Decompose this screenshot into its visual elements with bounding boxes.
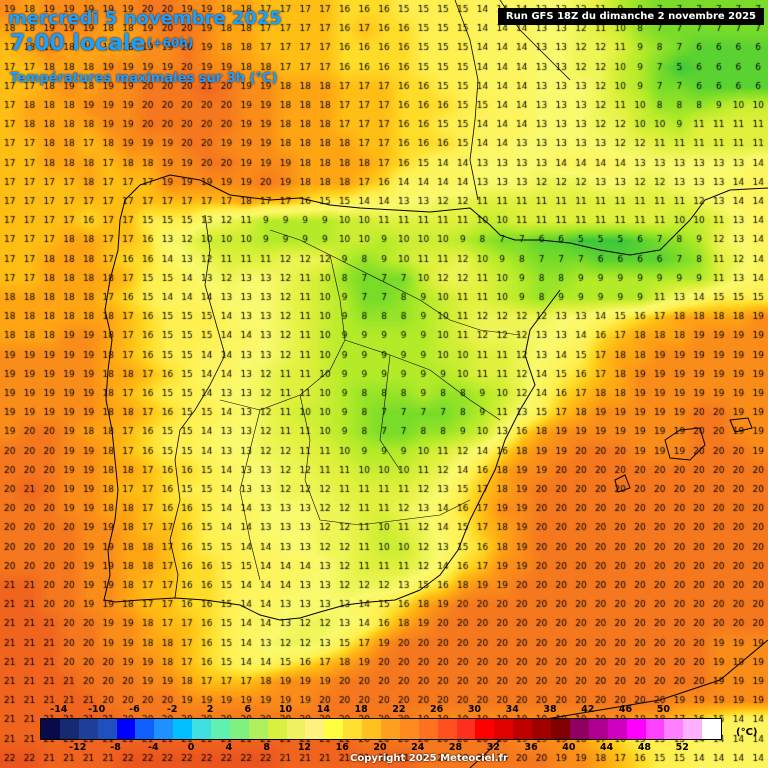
- parameter-title: Températures maximales sur 3h (°C): [10, 71, 278, 86]
- legend-swatch: [494, 719, 514, 739]
- legend-tick-bottom: -12: [69, 742, 87, 753]
- legend-tick-bottom: 52: [675, 742, 689, 753]
- legend-tick-bottom: -8: [110, 742, 121, 753]
- legend-tick-top: 42: [581, 704, 595, 715]
- menorca: [729, 417, 753, 433]
- legend-swatch: [135, 719, 155, 739]
- legend-swatch: [286, 719, 306, 739]
- forecast-time: 7:00 locale: [10, 31, 146, 56]
- legend-tick-bottom: 24: [411, 742, 425, 753]
- legend-tick-top: 34: [505, 704, 519, 715]
- legend-swatch: [532, 719, 552, 739]
- legend-tick-top: 26: [430, 704, 444, 715]
- legend-swatch: [513, 719, 533, 739]
- legend-swatch: [267, 719, 287, 739]
- forecast-date: mercredi 5 novembre 2025: [8, 8, 282, 29]
- legend-tick-bottom: 40: [562, 742, 576, 753]
- legend-tick-top: 10: [278, 704, 293, 715]
- legend-tick-top: 50: [656, 704, 670, 715]
- legend-tick-top: 22: [392, 704, 406, 715]
- legend-swatch: [475, 719, 495, 739]
- legend-swatch: [569, 719, 589, 739]
- legend-bottom-labels: -12 -8 -4 0 4 8 12 16 20 24 28 32 36 40 44 48 52: [40, 740, 720, 753]
- legend-swatch: [305, 719, 325, 739]
- legend-tick-top: 38: [543, 704, 557, 715]
- legend-top-labels: -14 -10 -6 -2 2 6 10 14 18 22 26 30 34 38 42 46 50: [40, 704, 720, 716]
- legend-swatch: [211, 719, 230, 739]
- legend-swatch: [683, 719, 703, 739]
- legend-swatch: [551, 719, 570, 739]
- legend-tick-top: 46: [618, 704, 633, 715]
- legend-tick-top: -14: [50, 704, 68, 715]
- legend-swatch: [381, 719, 400, 739]
- legend-tick-top: 2: [206, 704, 214, 715]
- portugal-spain-border: [169, 214, 226, 599]
- legend-tick-bottom: 44: [600, 742, 614, 753]
- legend-swatch: [154, 719, 174, 739]
- legend-tick-top: -6: [129, 704, 140, 715]
- legend-swatch: [626, 719, 646, 739]
- legend-tick-bottom: -4: [148, 742, 159, 753]
- legend-tick-bottom: 8: [263, 742, 270, 753]
- legend-swatch: [588, 719, 608, 739]
- africa-coast: [469, 639, 768, 768]
- legend-swatch: [173, 719, 193, 739]
- legend-swatch: [437, 719, 457, 739]
- legend-swatch: [418, 719, 438, 739]
- legend-swatch: [116, 719, 136, 739]
- legend-swatch: [248, 719, 268, 739]
- iberia-coastline: [139, 174, 768, 256]
- legend-tick-bottom: 0: [187, 742, 195, 753]
- legend-swatch: [324, 719, 344, 739]
- mallorca: [664, 427, 706, 461]
- portugal-coast: [103, 184, 241, 606]
- legend-tick-top: -10: [88, 704, 106, 715]
- legend-color-bar: [40, 718, 722, 740]
- legend-tick-top: 18: [354, 704, 368, 715]
- legend-tick-bottom: 12: [297, 742, 312, 753]
- legend-swatch: [59, 719, 79, 739]
- legend-swatch: [399, 719, 419, 739]
- legend-tick-bottom: 20: [373, 742, 387, 753]
- legend-unit: (°C): [736, 727, 758, 738]
- legend-tick-bottom: 28: [448, 742, 463, 753]
- legend-tick-top: 14: [316, 704, 330, 715]
- france-coast: [454, 0, 571, 201]
- legend-swatch: [41, 719, 60, 739]
- legend-tick-bottom: 48: [637, 742, 652, 753]
- south-coast: [239, 589, 421, 621]
- legend-swatch: [664, 719, 684, 739]
- run-info-badge: Run GFS 18Z du dimanche 2 novembre 2025: [497, 8, 764, 25]
- legend-tick-top: 6: [244, 704, 252, 715]
- legend-swatch: [362, 719, 382, 739]
- legend-tick-bottom: 4: [225, 742, 233, 753]
- legend-swatch: [78, 719, 98, 739]
- legend-swatch: [192, 719, 212, 739]
- legend-swatch: [607, 719, 627, 739]
- legend-swatch: [645, 719, 665, 739]
- region-borders: [219, 229, 521, 581]
- copyright-text: Copyright 2025 Meteociel.fr: [350, 753, 508, 764]
- legend-swatch: [229, 719, 249, 739]
- legend-tick-top: 30: [467, 704, 482, 715]
- legend-swatch: [97, 719, 117, 739]
- legend-swatch: [702, 719, 722, 739]
- legend-tick-bottom: 16: [335, 742, 349, 753]
- east-coast: [419, 289, 561, 591]
- legend-tick-bottom: 32: [486, 742, 500, 753]
- legend-tick-bottom: 36: [524, 742, 538, 753]
- legend-swatch: [456, 719, 476, 739]
- legend-swatch: [343, 719, 363, 739]
- color-scale-legend: -14 -10 -6 -2 2 6 10 14 18 22 26 30 34 38 42 46 50 -12 -8…: [40, 704, 722, 753]
- forecast-lead-time: (+60h): [147, 36, 194, 50]
- ibiza: [614, 474, 631, 493]
- legend-tick-top: -2: [166, 704, 178, 715]
